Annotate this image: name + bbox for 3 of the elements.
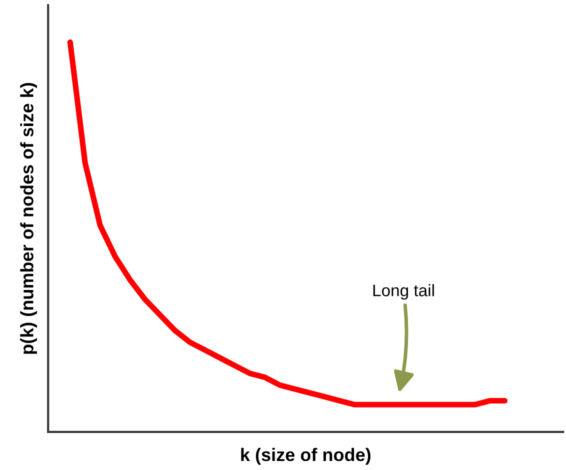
x-axis-title: k (size of node) — [241, 448, 370, 465]
y-axis-title: p(k) (number of nodes of size k) — [20, 83, 37, 354]
annotation: Long tail — [373, 284, 434, 300]
